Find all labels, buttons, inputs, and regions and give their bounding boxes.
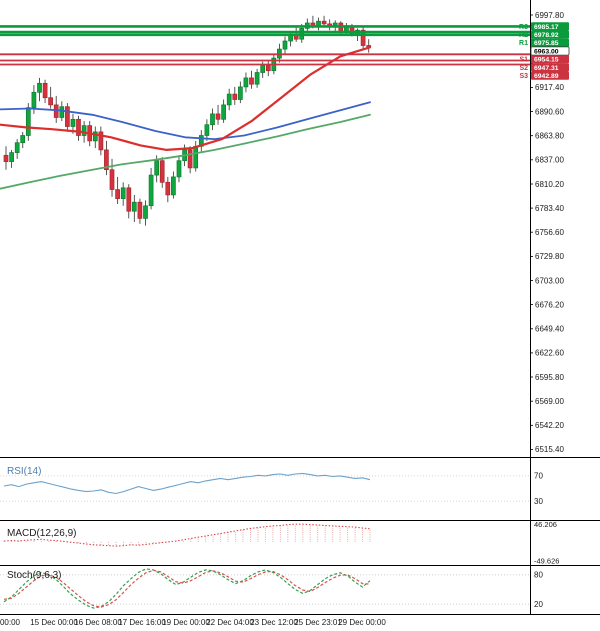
stoch-d-line bbox=[3, 569, 371, 608]
time-axis-label: 22 Dec 04:00 bbox=[206, 618, 254, 627]
svg-text:70: 70 bbox=[534, 472, 543, 481]
pivot-label-s3: S3 bbox=[519, 73, 528, 80]
time-axis-label: 15 Dec 00:00 bbox=[30, 618, 78, 627]
svg-text:6963.00: 6963.00 bbox=[534, 48, 559, 55]
svg-text:-49.626: -49.626 bbox=[534, 557, 559, 566]
svg-text:30: 30 bbox=[534, 497, 543, 506]
svg-text:46.206: 46.206 bbox=[534, 520, 557, 529]
price-tick-label: 6515.40 bbox=[535, 445, 564, 454]
svg-text:6942.89: 6942.89 bbox=[534, 73, 559, 80]
price-badge-s2 bbox=[531, 63, 569, 72]
macd-line bbox=[3, 523, 371, 547]
svg-text:6947.31: 6947.31 bbox=[534, 65, 559, 72]
price-tick-label: 6676.20 bbox=[535, 300, 564, 309]
candlestick-series bbox=[3, 15, 372, 226]
price-badge-s3 bbox=[531, 71, 569, 80]
svg-text:80: 80 bbox=[534, 571, 543, 580]
time-axis-label: 29 Dec 00:00 bbox=[338, 618, 386, 627]
time-axis-label: 17 Dec 16:00 bbox=[118, 618, 166, 627]
price-tick-label: 6863.80 bbox=[535, 132, 564, 141]
time-axis-label: 00:00 bbox=[0, 618, 21, 627]
pivot-label-s2: S2 bbox=[519, 65, 528, 72]
price-tick-label: 6756.60 bbox=[535, 228, 564, 237]
ma-mid-blue bbox=[0, 101, 371, 141]
stoch-panel-series: 80 20 bbox=[0, 568, 543, 609]
stoch-k-line bbox=[3, 568, 371, 609]
price-tick-label: 6622.60 bbox=[535, 349, 564, 358]
stoch-indicator-label: Stoch(9,6,3) bbox=[7, 570, 62, 581]
price-tick-label: 6997.80 bbox=[535, 11, 564, 20]
price-tick-label: 6810.20 bbox=[535, 180, 564, 189]
macd-indicator-label: MACD(12,26,9) bbox=[7, 528, 77, 539]
rsi-indicator-label: RSI(14) bbox=[7, 466, 42, 477]
price-tick-label: 6649.40 bbox=[535, 325, 564, 334]
pivot-label-r2: R2 bbox=[519, 32, 528, 39]
rsi-panel-series: 70 30 bbox=[0, 472, 543, 506]
price-badge-r2 bbox=[531, 30, 569, 39]
price-badge-r3 bbox=[531, 22, 569, 31]
time-axis-label: 16 Dec 08:00 bbox=[74, 618, 122, 627]
price-tick-label: 6837.00 bbox=[535, 156, 564, 165]
svg-text:6985.17: 6985.17 bbox=[534, 24, 559, 31]
svg-text:6978.92: 6978.92 bbox=[534, 32, 559, 39]
price-badge-s1 bbox=[531, 55, 569, 64]
price-tick-label: 6729.80 bbox=[535, 252, 564, 261]
time-axis-label: 19 Dec 00:00 bbox=[162, 618, 210, 627]
price-tick-label: 6890.60 bbox=[535, 107, 564, 116]
pivot-label-r3: R3 bbox=[519, 24, 528, 31]
svg-text:6975.85: 6975.85 bbox=[534, 40, 559, 47]
rsi-line bbox=[3, 472, 371, 495]
ma-slow-green bbox=[0, 113, 371, 190]
price-tick-label: 6703.00 bbox=[535, 276, 564, 285]
ma-fast-red bbox=[0, 46, 372, 151]
pivot-label-r1: R1 bbox=[519, 40, 528, 47]
svg-text:6954.15: 6954.15 bbox=[534, 57, 559, 64]
price-badges: 6985.17 R3 6978.92 R2 6975.85 R1 6963.00 6954.1… bbox=[519, 22, 570, 80]
price-tick-label: 6595.80 bbox=[535, 373, 564, 382]
price-tick-label: 6542.20 bbox=[535, 421, 564, 430]
macd-panel-series: 46.206 -49.626 bbox=[3, 520, 559, 566]
panel-separators bbox=[0, 0, 600, 615]
time-axis-label: 25 Dec 23:01 bbox=[294, 618, 342, 627]
price-badge-r1 bbox=[531, 38, 569, 47]
price-tick-label: 6783.40 bbox=[535, 204, 564, 213]
price-tick-label: 6569.00 bbox=[535, 397, 564, 406]
pivot-label-s1: S1 bbox=[519, 57, 528, 64]
svg-text:20: 20 bbox=[534, 600, 543, 609]
pivot-lines bbox=[0, 25, 530, 66]
time-axis-label: 23 Dec 12:00 bbox=[250, 618, 298, 627]
price-tick-label: 6917.40 bbox=[535, 83, 564, 92]
